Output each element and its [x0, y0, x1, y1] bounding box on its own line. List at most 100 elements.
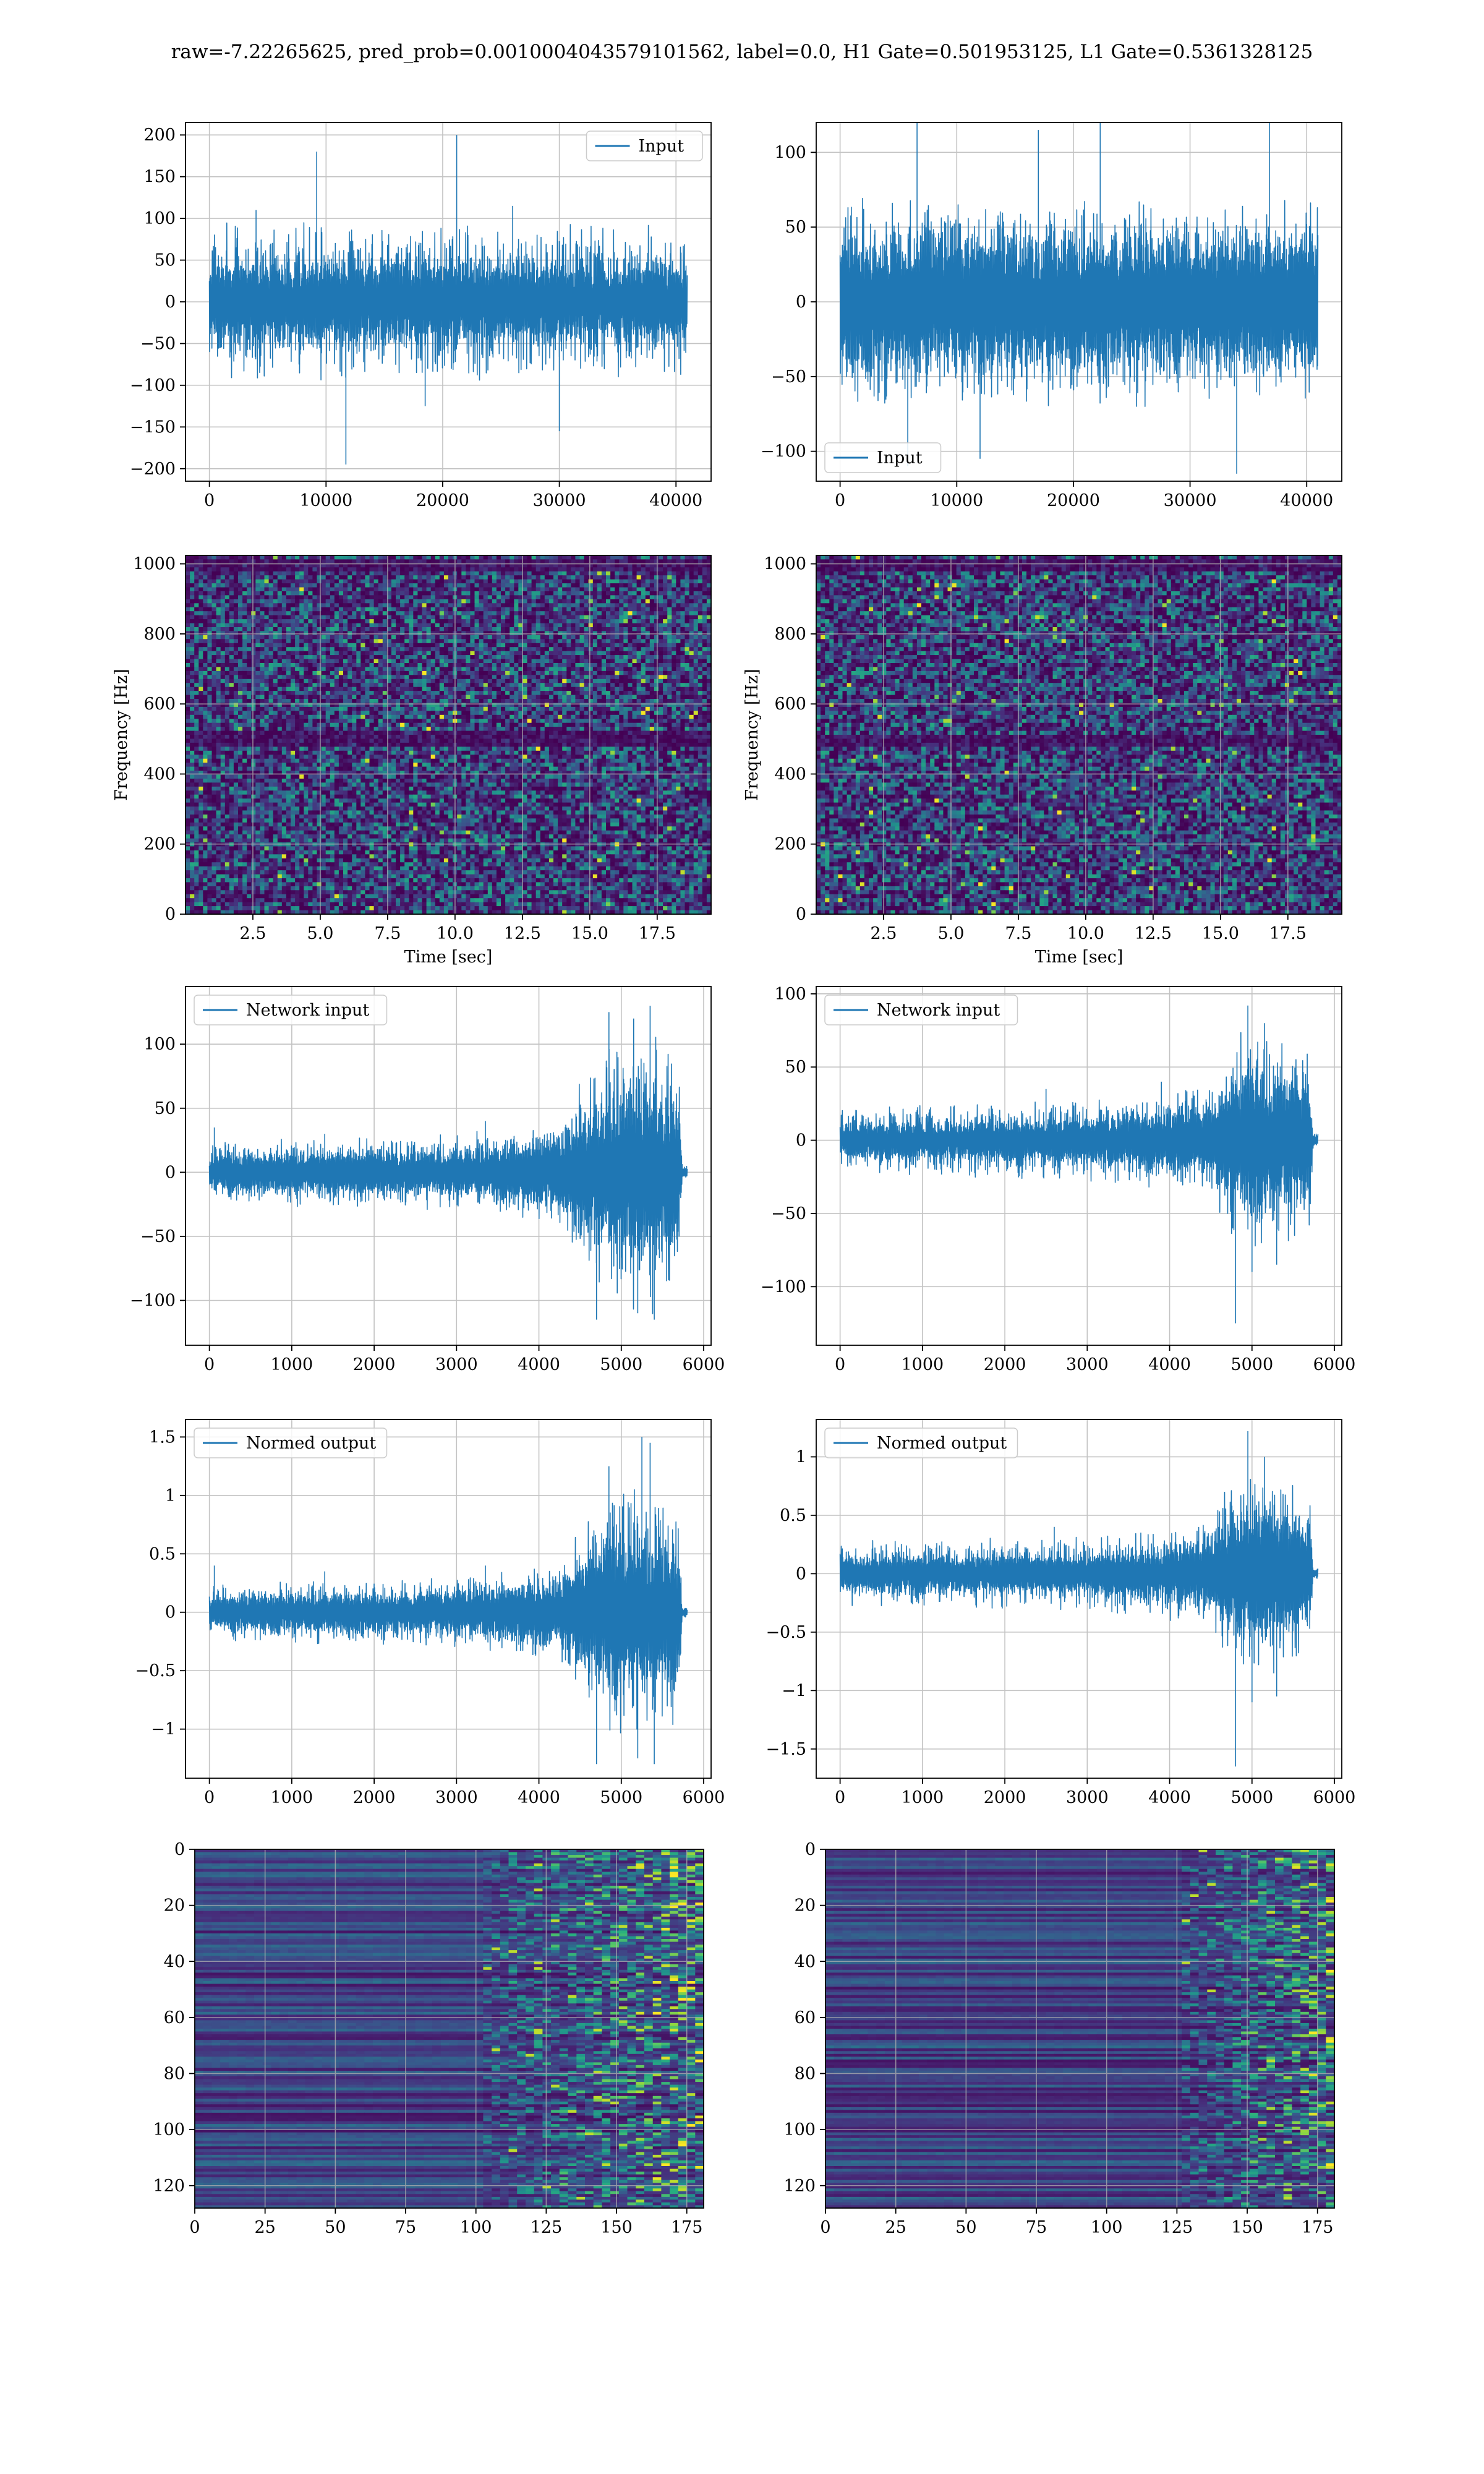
chart-2-cell	[659, 559, 663, 564]
chart-2-cell	[281, 659, 287, 664]
chart-2-cell	[430, 643, 436, 648]
chart-2-cell	[527, 603, 532, 608]
chart-2-cell	[535, 655, 541, 660]
chart-2-cell	[233, 607, 239, 612]
chart-2-cell	[396, 663, 401, 667]
chart-2-cell	[373, 615, 379, 620]
chart-2-cell	[391, 703, 396, 708]
chart-2-cell	[391, 611, 396, 616]
chart-2-cell	[654, 623, 659, 628]
chart-2-cell	[553, 639, 558, 644]
chart-2-cell	[518, 683, 523, 688]
chart-2-cell	[186, 559, 190, 564]
chart-2-cell	[409, 563, 414, 568]
chart-2-cell	[645, 615, 650, 620]
chart-2-cell	[299, 599, 304, 604]
chart-2-cell	[592, 663, 598, 667]
chart-2-cell	[281, 559, 287, 564]
chart-2-cell	[496, 703, 501, 708]
chart-2-cell	[659, 703, 663, 708]
chart-2-cell	[273, 611, 278, 616]
chart-2-cell	[334, 711, 339, 716]
chart-2-cell	[286, 623, 291, 628]
chart-2-cell	[286, 579, 291, 584]
chart-2-cell	[378, 615, 383, 620]
chart-2-cell	[334, 603, 339, 608]
chart-2-cell	[531, 611, 537, 616]
chart-0-ytick-label-6: 100	[143, 209, 176, 228]
chart-2-cell	[247, 607, 252, 612]
chart-2-cell	[636, 579, 642, 584]
chart-2-cell	[203, 711, 208, 716]
chart-2-cell	[689, 706, 694, 711]
chart-2-cell	[522, 670, 528, 675]
chart-2-cell	[461, 659, 466, 664]
chart-2-cell	[312, 651, 318, 656]
chart-2-cell	[382, 611, 388, 616]
chart-2-cell	[540, 623, 545, 628]
chart-2-cell	[531, 571, 537, 576]
chart-2-cell	[592, 615, 598, 620]
chart-2-cell	[588, 635, 594, 640]
chart-2-cell	[233, 651, 239, 656]
chart-2-cell	[597, 619, 602, 624]
chart-2-cell	[343, 595, 348, 600]
chart-2-cell	[386, 670, 392, 675]
chart-2-cell	[207, 579, 213, 584]
chart-2-cell	[242, 691, 247, 696]
chart-2-cell	[286, 591, 291, 596]
chart-2-cell	[558, 639, 563, 644]
chart-2-cell	[505, 583, 510, 588]
chart-2-cell	[566, 675, 571, 680]
chart-2-cell	[382, 670, 388, 675]
chart-2-cell	[348, 603, 352, 608]
chart-2-cell	[194, 639, 199, 644]
chart-2-cell	[684, 559, 690, 564]
chart-2-cell	[229, 567, 234, 572]
chart-2-cell	[531, 631, 537, 636]
chart-2-cell	[597, 591, 602, 596]
chart-2-cell	[575, 639, 581, 644]
chart-2-cell	[277, 651, 283, 656]
chart-2-cell	[330, 703, 335, 708]
chart-2-cell	[286, 663, 291, 667]
chart-2-cell	[588, 655, 594, 660]
chart-2-cell	[632, 699, 638, 703]
chart-2-cell	[198, 703, 203, 708]
chart-2-cell	[229, 714, 234, 719]
chart-2-cell	[242, 623, 247, 628]
chart-2-cell	[334, 706, 339, 711]
chart-2-cell	[575, 571, 581, 576]
chart-0-ytick-label-4: 0	[165, 293, 176, 312]
chart-2-cell	[299, 627, 304, 631]
chart-2-cell	[628, 599, 633, 604]
chart-2-cell	[518, 627, 523, 631]
chart-2-cell	[575, 611, 581, 616]
chart-2-cell	[588, 691, 594, 696]
chart-2-cell	[659, 691, 663, 696]
chart-2-cell	[548, 695, 554, 700]
chart-2-cell	[588, 627, 594, 631]
chart-2-cell	[251, 711, 256, 716]
chart-2-cell	[264, 559, 270, 564]
chart-2-cell	[360, 631, 365, 636]
chart-2-cell	[224, 575, 230, 580]
chart-2-cell	[676, 691, 681, 696]
chart-2-cell	[654, 619, 659, 624]
chart-2-cell	[697, 563, 703, 568]
chart-2-cell	[619, 559, 624, 564]
chart-2-cell	[396, 611, 401, 616]
chart-2-cell	[492, 706, 497, 711]
chart-2-cell	[680, 599, 686, 604]
chart-2-cell	[220, 627, 226, 631]
chart-2-cell	[663, 651, 668, 656]
chart-2-cell	[645, 703, 650, 708]
chart-2-cell	[312, 567, 318, 572]
chart-2-cell	[426, 683, 432, 688]
chart-2-cell	[492, 683, 497, 688]
chart-2-cell	[632, 695, 638, 700]
chart-2-cell	[260, 587, 265, 592]
chart-2-cell	[373, 691, 379, 696]
chart-2-cell	[386, 571, 392, 576]
chart-2-cell	[273, 587, 278, 592]
